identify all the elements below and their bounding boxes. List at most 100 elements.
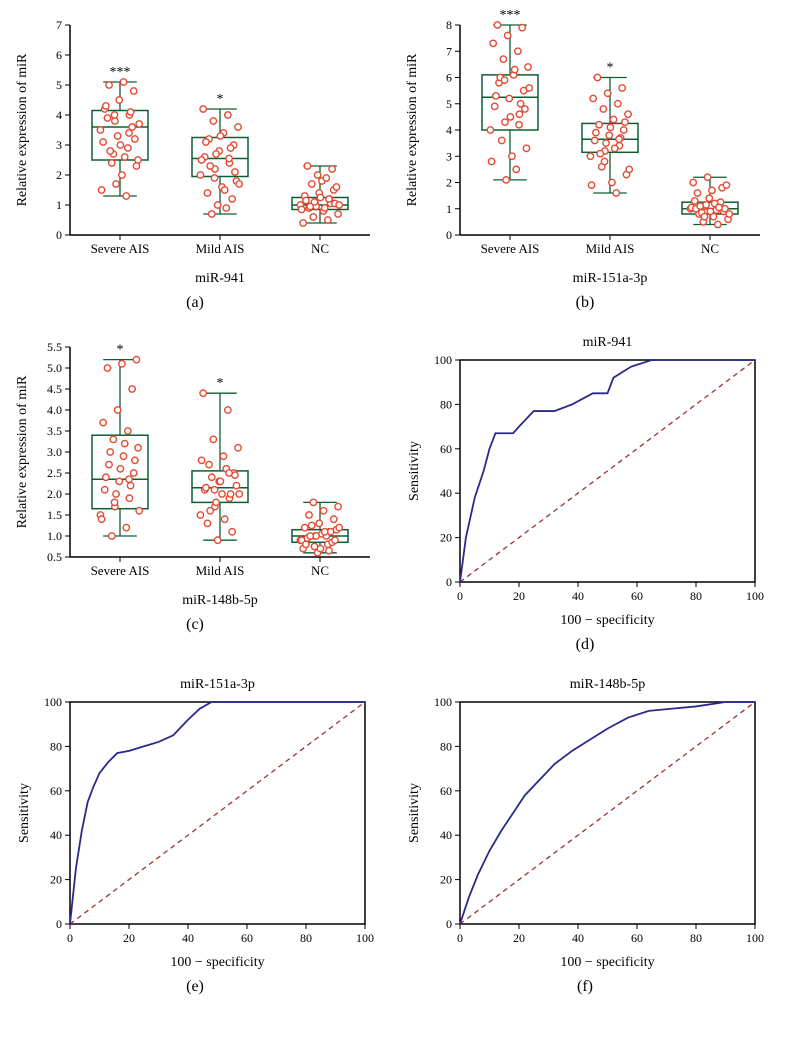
panel-b: 012345678Relative expression of miRSever… <box>400 10 770 312</box>
svg-text:*: * <box>217 92 224 107</box>
svg-text:60: 60 <box>50 784 62 798</box>
svg-text:60: 60 <box>241 931 253 945</box>
svg-text:100: 100 <box>434 695 452 709</box>
svg-text:0: 0 <box>67 931 73 945</box>
svg-text:5.0: 5.0 <box>47 361 62 375</box>
svg-text:0: 0 <box>446 575 452 589</box>
svg-text:20: 20 <box>440 531 452 545</box>
svg-text:60: 60 <box>631 931 643 945</box>
svg-text:2: 2 <box>56 168 62 182</box>
sublabel-b: (b) <box>576 294 595 312</box>
svg-text:0: 0 <box>56 917 62 931</box>
svg-text:40: 40 <box>572 931 584 945</box>
svg-text:Relative expression of miR: Relative expression of miR <box>15 53 30 206</box>
panel-a: 01234567Relative expression of miRSevere… <box>10 10 380 312</box>
svg-text:Severe AIS: Severe AIS <box>91 241 150 256</box>
svg-text:5.5: 5.5 <box>47 340 62 354</box>
svg-text:20: 20 <box>513 589 525 603</box>
svg-text:40: 40 <box>50 828 62 842</box>
svg-text:0.5: 0.5 <box>47 550 62 564</box>
svg-text:80: 80 <box>440 397 452 411</box>
svg-text:20: 20 <box>513 931 525 945</box>
svg-text:***: *** <box>110 65 131 80</box>
svg-text:80: 80 <box>50 739 62 753</box>
figure-grid: 0 1 2 3 4 5 6 7 Relative expression of miR Severe… <box>10 10 770 996</box>
svg-text:100: 100 <box>746 931 764 945</box>
svg-text:2: 2 <box>446 176 452 190</box>
svg-text:0: 0 <box>457 931 463 945</box>
sublabel-f: (f) <box>577 978 593 996</box>
svg-text:miR-151a-3p: miR-151a-3p <box>180 677 255 692</box>
svg-text:4.5: 4.5 <box>47 382 62 396</box>
panel-c: 0.5 1.0 1.5 2.0 2.5 3.0 3.5 4.0 4.5 5.0 5.5 Relativ… <box>10 332 380 654</box>
panel-e: miR-151a-3p020406080100020406080100100 −… <box>10 674 380 996</box>
svg-text:miR-148b-5p: miR-148b-5p <box>182 593 257 608</box>
svg-text:40: 40 <box>440 486 452 500</box>
svg-text:100 − specificity: 100 − specificity <box>560 613 654 628</box>
sublabel-a: (a) <box>186 294 204 312</box>
svg-text:2.5: 2.5 <box>47 466 62 480</box>
svg-text:Mild AIS: Mild AIS <box>196 563 245 578</box>
svg-text:100: 100 <box>746 589 764 603</box>
svg-text:4: 4 <box>56 108 62 122</box>
svg-text:3.0: 3.0 <box>47 445 62 459</box>
svg-text:40: 40 <box>182 931 194 945</box>
panel-d: miR-941 0 20 40 60 80 100 0 20 40 60 80 100 100 − spe… <box>400 332 770 654</box>
svg-text:4.0: 4.0 <box>47 403 62 417</box>
svg-text:Sensitivity: Sensitivity <box>407 441 422 501</box>
svg-text:*: * <box>117 343 124 358</box>
svg-text:100: 100 <box>356 931 374 945</box>
svg-text:20: 20 <box>440 873 452 887</box>
svg-text:*: * <box>607 61 614 76</box>
svg-text:1: 1 <box>446 202 452 216</box>
svg-text:NC: NC <box>311 241 329 256</box>
svg-text:miR-941: miR-941 <box>195 271 245 286</box>
svg-text:5: 5 <box>56 78 62 92</box>
svg-text:20: 20 <box>50 873 62 887</box>
svg-text:NC: NC <box>311 563 329 578</box>
svg-text:Severe AIS: Severe AIS <box>481 241 540 256</box>
svg-text:80: 80 <box>440 739 452 753</box>
svg-text:100: 100 <box>434 353 452 367</box>
svg-text:Sensitivity: Sensitivity <box>17 783 32 843</box>
svg-text:1.0: 1.0 <box>47 529 62 543</box>
svg-text:Mild AIS: Mild AIS <box>196 241 245 256</box>
svg-text:0: 0 <box>56 228 62 242</box>
svg-text:100 − specificity: 100 − specificity <box>170 955 264 970</box>
panel-f: miR-148b-5p020406080100020406080100100 −… <box>400 674 770 996</box>
svg-text:7: 7 <box>446 44 452 58</box>
svg-text:NC: NC <box>701 241 719 256</box>
svg-text:60: 60 <box>631 589 643 603</box>
svg-text:Relative expression of miR: Relative expression of miR <box>15 375 30 528</box>
svg-text:Relative expression of miR: Relative expression of miR <box>405 53 420 206</box>
svg-text:8: 8 <box>446 18 452 32</box>
svg-text:20: 20 <box>123 931 135 945</box>
svg-text:miR-151a-3p: miR-151a-3p <box>573 271 648 286</box>
svg-text:80: 80 <box>690 589 702 603</box>
svg-text:40: 40 <box>572 589 584 603</box>
svg-text:0: 0 <box>446 228 452 242</box>
svg-text:3.5: 3.5 <box>47 424 62 438</box>
svg-text:0: 0 <box>457 589 463 603</box>
svg-text:7: 7 <box>56 18 62 32</box>
svg-text:100 − specificity: 100 − specificity <box>560 955 654 970</box>
svg-text:***: *** <box>500 10 521 23</box>
svg-text:80: 80 <box>690 931 702 945</box>
svg-text:60: 60 <box>440 442 452 456</box>
svg-text:Mild AIS: Mild AIS <box>586 241 635 256</box>
svg-text:6: 6 <box>446 71 452 85</box>
svg-text:miR-941: miR-941 <box>583 335 633 350</box>
sublabel-c: (c) <box>186 616 204 634</box>
svg-text:*: * <box>217 376 224 391</box>
svg-text:80: 80 <box>300 931 312 945</box>
svg-text:5: 5 <box>446 97 452 111</box>
svg-text:3: 3 <box>56 138 62 152</box>
svg-text:40: 40 <box>440 828 452 842</box>
sublabel-e: (e) <box>186 978 204 996</box>
svg-text:3: 3 <box>446 149 452 163</box>
svg-text:Severe AIS: Severe AIS <box>91 563 150 578</box>
svg-text:Sensitivity: Sensitivity <box>407 783 422 843</box>
svg-text:2.0: 2.0 <box>47 487 62 501</box>
svg-text:1: 1 <box>56 198 62 212</box>
svg-text:1.5: 1.5 <box>47 508 62 522</box>
